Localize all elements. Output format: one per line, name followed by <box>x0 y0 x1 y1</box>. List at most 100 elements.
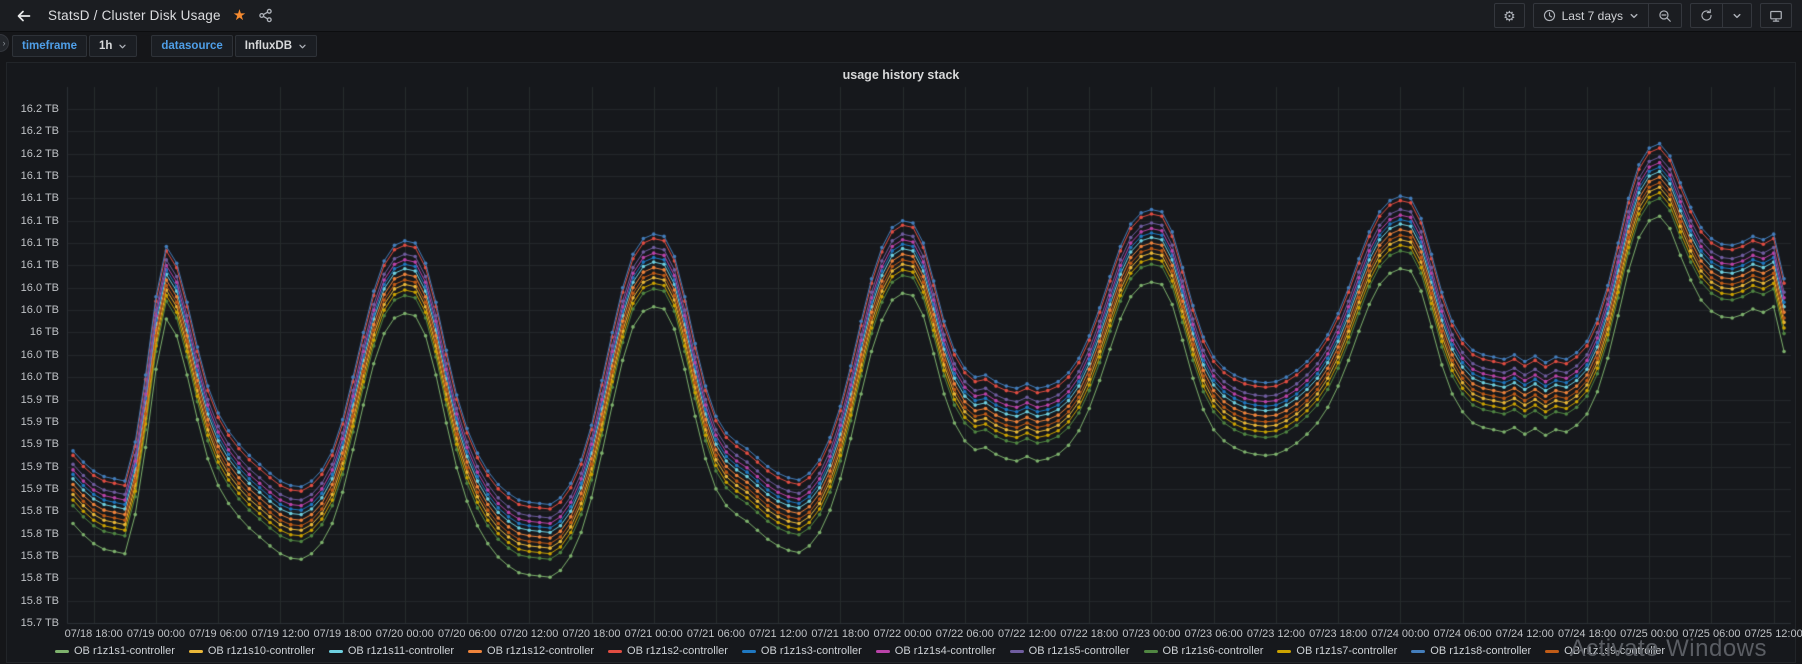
arrow-left-icon <box>16 8 32 24</box>
y-tick-label: 16.2 TB <box>7 147 59 161</box>
x-tick-label: 07/23 18:00 <box>1309 628 1367 640</box>
legend-series-color <box>742 650 756 653</box>
refresh-interval-dropdown[interactable] <box>1722 4 1751 27</box>
variable-datasource-value[interactable]: InfluxDB <box>235 35 317 57</box>
legend-series-name: OB r1z1s10-controller <box>208 645 315 657</box>
dashboard-title[interactable]: StatsD / Cluster Disk Usage <box>48 8 221 23</box>
x-tick-label: 07/22 00:00 <box>874 628 932 640</box>
y-tick-label: 15.8 TB <box>7 504 59 518</box>
legend-item[interactable]: OB r1z1s1-controller <box>55 645 175 657</box>
legend-series-name: OB r1z1s6-controller <box>1163 645 1264 657</box>
y-tick-label: 15.8 TB <box>7 594 59 608</box>
legend-series-color <box>1010 650 1024 653</box>
x-tick-label: 07/19 06:00 <box>189 628 247 640</box>
y-tick-label: 16.0 TB <box>7 370 59 384</box>
legend-item[interactable]: OB r1z1s10-controller <box>189 645 315 657</box>
x-tick-label: 07/23 00:00 <box>1122 628 1180 640</box>
legend-item[interactable]: OB r1z1s6-controller <box>1144 645 1264 657</box>
y-tick-label: 15.8 TB <box>7 527 59 541</box>
graph-panel: usage history stack 16.2 TB16.2 TB16.2 T… <box>6 62 1796 663</box>
legend-series-name: OB r1z1s11-controller <box>348 645 454 657</box>
time-range-picker[interactable]: Last 7 days <box>1534 4 1648 27</box>
x-tick-label: 07/23 06:00 <box>1185 628 1243 640</box>
chevron-down-icon <box>1629 11 1639 21</box>
legend-series-name: OB r1z1s2-controller <box>627 645 728 657</box>
legend-item[interactable]: OB r1z1s7-controller <box>1277 645 1397 657</box>
y-tick-label: 16.2 TB <box>7 124 59 138</box>
x-tick-label: 07/21 18:00 <box>811 628 869 640</box>
y-tick-label: 16.1 TB <box>7 169 59 183</box>
usage-chart-canvas[interactable] <box>7 63 1797 664</box>
x-tick-label: 07/19 12:00 <box>251 628 309 640</box>
refresh-group <box>1690 3 1752 28</box>
kiosk-mode-button[interactable] <box>1760 3 1792 28</box>
gear-icon: ⚙ <box>1503 9 1516 23</box>
zoom-out-icon <box>1658 9 1672 23</box>
legend-series-color <box>1411 650 1425 653</box>
legend-item[interactable]: OB r1z1s4-controller <box>876 645 996 657</box>
share-nodes-icon <box>258 8 273 23</box>
legend-series-name: OB r1z1s12-controller <box>487 645 594 657</box>
legend-series-name: OB r1z1s3-controller <box>761 645 862 657</box>
x-tick-label: 07/20 18:00 <box>562 628 620 640</box>
legend-series-color <box>189 650 203 653</box>
back-button[interactable] <box>12 4 36 28</box>
y-tick-label: 16.1 TB <box>7 191 59 205</box>
x-tick-label: 07/24 00:00 <box>1371 628 1429 640</box>
refresh-button[interactable] <box>1691 4 1722 27</box>
legend-series-color <box>1277 650 1291 653</box>
legend-series-color <box>876 650 890 653</box>
y-tick-label: 16.1 TB <box>7 214 59 228</box>
y-tick-label: 16.2 TB <box>7 102 59 116</box>
y-tick-label: 15.8 TB <box>7 571 59 585</box>
legend-series-name: OB r1z1s1-controller <box>74 645 175 657</box>
y-tick-label: 15.9 TB <box>7 393 59 407</box>
legend-series-color <box>1545 650 1559 653</box>
y-tick-label: 16.0 TB <box>7 281 59 295</box>
chevron-down-icon <box>298 42 307 51</box>
chevron-down-icon <box>1732 11 1742 21</box>
y-tick-label: 15.9 TB <box>7 460 59 474</box>
chevron-down-icon <box>118 42 127 51</box>
legend-series-name: OB r1z1s7-controller <box>1296 645 1397 657</box>
variable-timeframe-value[interactable]: 1h <box>89 35 137 57</box>
dashboard-settings-button[interactable]: ⚙ <box>1494 3 1525 28</box>
x-tick-label: 07/21 12:00 <box>749 628 807 640</box>
time-range-label: Last 7 days <box>1562 9 1623 23</box>
y-tick-label: 16.1 TB <box>7 236 59 250</box>
zoom-out-button[interactable] <box>1648 4 1681 27</box>
legend-series-color <box>1144 650 1158 653</box>
x-tick-label: 07/20 06:00 <box>438 628 496 640</box>
y-tick-label: 16 TB <box>7 325 59 339</box>
variable-timeframe: timeframe 1h <box>12 35 137 57</box>
monitor-icon <box>1769 9 1783 23</box>
y-tick-label: 16.1 TB <box>7 258 59 272</box>
variable-datasource: datasource InfluxDB <box>151 35 317 57</box>
legend-series-color <box>329 650 343 653</box>
y-tick-label: 15.7 TB <box>7 616 59 630</box>
variable-timeframe-label: timeframe <box>12 35 87 57</box>
legend-series-color <box>468 650 482 653</box>
favorite-star-icon[interactable]: ★ <box>233 8 246 23</box>
x-tick-label: 07/23 12:00 <box>1247 628 1305 640</box>
variable-datasource-value-text: InfluxDB <box>245 40 292 52</box>
clock-icon <box>1543 9 1556 22</box>
x-tick-label: 07/22 12:00 <box>998 628 1056 640</box>
y-tick-label: 16.0 TB <box>7 303 59 317</box>
x-tick-label: 07/22 18:00 <box>1060 628 1118 640</box>
legend-series-color <box>608 650 622 653</box>
x-tick-label: 07/22 06:00 <box>936 628 994 640</box>
x-tick-label: 07/20 00:00 <box>376 628 434 640</box>
chart-legend: OB r1z1s1-controller OB r1z1s10-controlle… <box>55 645 1679 657</box>
share-icon[interactable] <box>258 8 273 23</box>
legend-series-name: OB r1z1s5-controller <box>1029 645 1130 657</box>
legend-item[interactable]: OB r1z1s3-controller <box>742 645 862 657</box>
legend-series-name: OB r1z1s4-controller <box>895 645 996 657</box>
legend-item[interactable]: OB r1z1s12-controller <box>468 645 594 657</box>
legend-item[interactable]: OB r1z1s5-controller <box>1010 645 1130 657</box>
legend-item[interactable]: OB r1z1s2-controller <box>608 645 728 657</box>
x-tick-label: 07/20 12:00 <box>500 628 558 640</box>
legend-item[interactable]: OB r1z1s11-controller <box>329 645 454 657</box>
legend-item[interactable]: OB r1z1s8-controller <box>1411 645 1531 657</box>
x-tick-label: 07/24 06:00 <box>1434 628 1492 640</box>
